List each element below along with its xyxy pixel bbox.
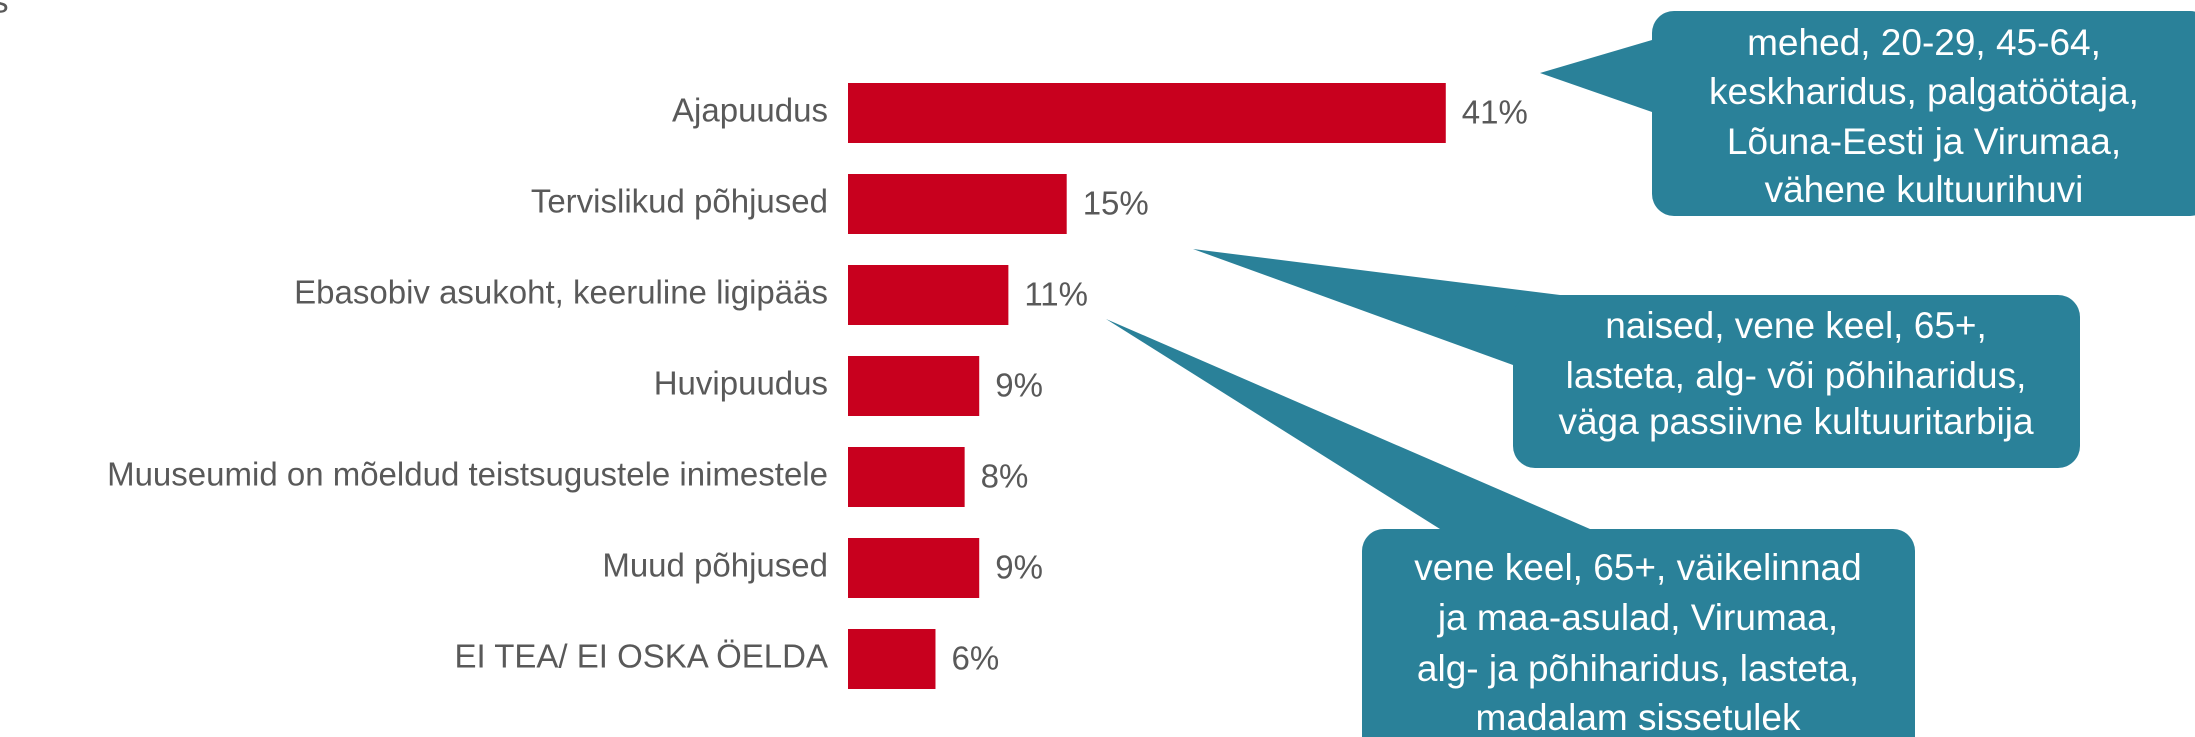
category-label: Ebasobiv asukoht, keeruline ligipääs xyxy=(294,274,828,311)
callout-box xyxy=(1513,295,2080,468)
callout-text: ja maa-asulad, Virumaa, xyxy=(1437,597,1838,638)
callout-tail xyxy=(1540,40,1652,112)
value-label: 11% xyxy=(1024,276,1088,313)
callout-box xyxy=(1652,11,2195,216)
value-label: 9% xyxy=(995,367,1043,404)
bar xyxy=(848,356,980,416)
category-label: Muud põhjused xyxy=(602,547,828,584)
callout-text: naised, vene keel, 65+, xyxy=(1605,305,1987,346)
callout-text: väga passiivne kultuuritarbija xyxy=(1558,401,2034,442)
category-label: EI TEA/ EI OSKA ÖELDA xyxy=(454,638,828,675)
value-label: 9% xyxy=(995,549,1043,586)
callout-tail xyxy=(1106,319,1590,529)
callout-text: alg- ja põhiharidus, lasteta, xyxy=(1417,648,1859,689)
callout-text: vähene kultuurihuvi xyxy=(1765,169,2084,210)
bar xyxy=(848,83,1446,143)
category-label: Muuseumid on mõeldud teistsugustele inim… xyxy=(107,456,828,493)
bar xyxy=(848,174,1067,234)
bar xyxy=(848,538,980,598)
callout-text: lasteta, alg- või põhiharidus, xyxy=(1566,355,2027,396)
category-label: Huvipuudus xyxy=(654,365,828,402)
callout-text: vene keel, 65+, väikelinnad xyxy=(1414,547,1861,588)
callout-text: Lõuna-Eesti ja Virumaa, xyxy=(1727,121,2121,162)
bar xyxy=(848,447,965,507)
callout-text: madalam sissetulek xyxy=(1476,697,1801,737)
category-label: Ajapuudus xyxy=(672,92,828,129)
callout-tail xyxy=(1193,249,1560,365)
value-label: 41% xyxy=(1462,94,1528,131)
value-label: 6% xyxy=(951,640,999,677)
chart-title: s xyxy=(0,0,9,20)
bar xyxy=(848,265,1009,325)
category-label: Tervislikud põhjused xyxy=(531,183,828,220)
value-label: 15% xyxy=(1083,185,1149,222)
value-label: 8% xyxy=(981,458,1029,495)
callout-text: keskharidus, palgatöötaja, xyxy=(1709,71,2139,112)
bar xyxy=(848,629,936,689)
callout-box xyxy=(1362,529,1915,737)
callout-text: mehed, 20-29, 45-64, xyxy=(1747,22,2101,63)
